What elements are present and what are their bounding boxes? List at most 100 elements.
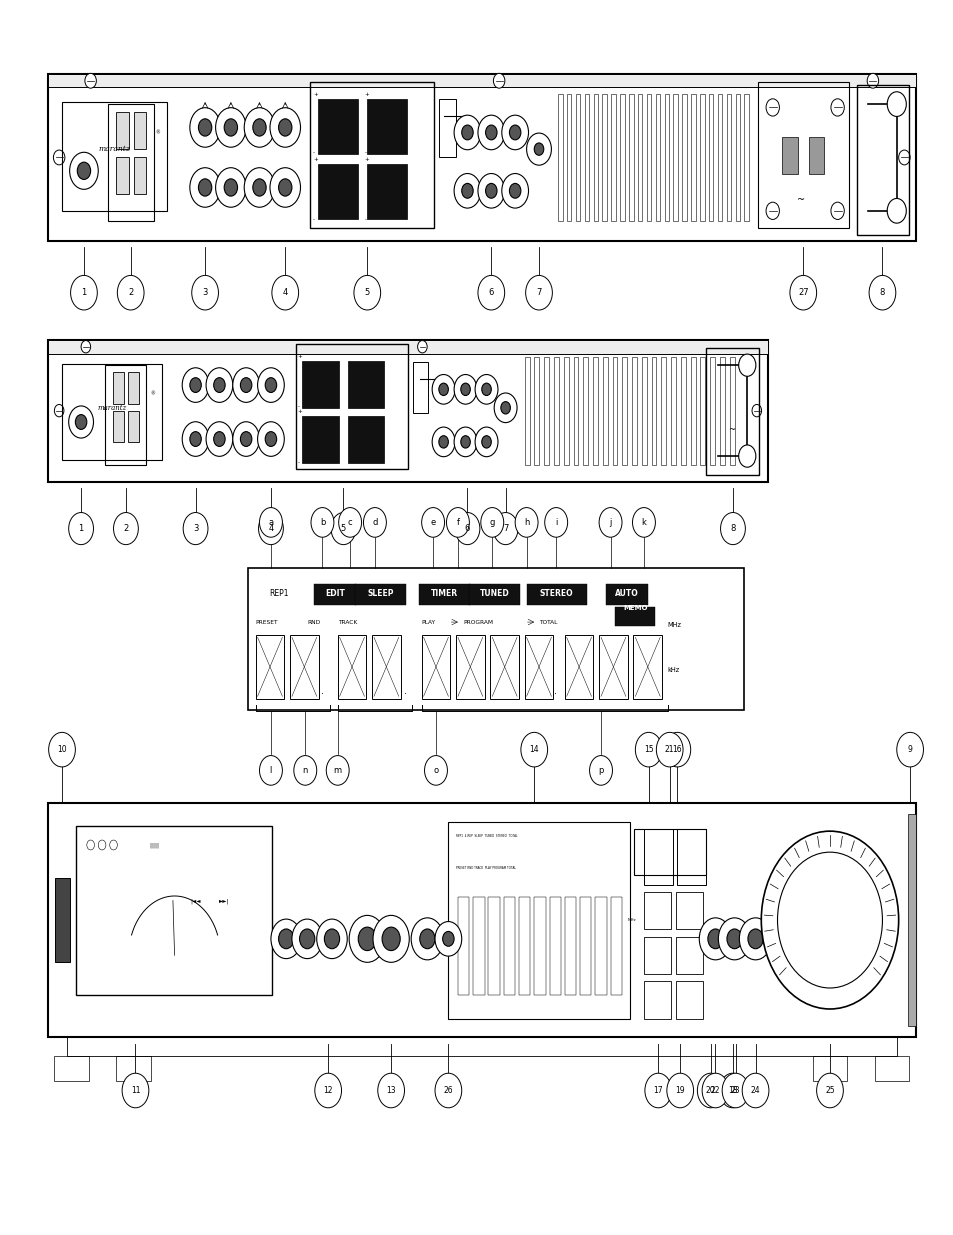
Text: REP1  4-REP  SLEEP  TUNED  STEREO  TOTAL: REP1 4-REP SLEEP TUNED STEREO TOTAL (456, 834, 517, 837)
Circle shape (190, 107, 220, 147)
Circle shape (477, 115, 504, 149)
Circle shape (363, 508, 386, 537)
Text: 2: 2 (128, 288, 133, 298)
Circle shape (265, 432, 276, 447)
Bar (128, 372, 139, 404)
Circle shape (411, 918, 443, 960)
Text: SLEEP: SLEEP (367, 589, 394, 598)
Text: l: l (270, 766, 272, 774)
Circle shape (182, 368, 209, 403)
Bar (717, 94, 721, 221)
Circle shape (721, 1073, 748, 1108)
Circle shape (117, 275, 144, 310)
Circle shape (738, 445, 755, 467)
Circle shape (438, 436, 448, 448)
Bar (700, 94, 703, 221)
Circle shape (460, 383, 470, 395)
Circle shape (739, 918, 771, 960)
Circle shape (454, 427, 476, 457)
Circle shape (635, 732, 661, 767)
Text: h: h (523, 517, 529, 527)
Bar (632, 357, 637, 464)
Circle shape (718, 918, 750, 960)
Bar (735, 94, 740, 221)
Text: +: + (297, 410, 302, 415)
Text: TIMER: TIMER (431, 589, 457, 598)
Bar (673, 94, 678, 221)
Circle shape (741, 1073, 768, 1108)
Text: 23: 23 (730, 1086, 740, 1095)
Text: 8: 8 (729, 524, 735, 534)
Circle shape (190, 378, 201, 393)
Text: b: b (319, 517, 325, 527)
Text: j: j (609, 517, 611, 527)
Text: 27: 27 (797, 288, 808, 298)
Bar (700, 357, 704, 464)
Text: |◄◄: |◄◄ (190, 899, 201, 904)
Text: TUNED: TUNED (479, 589, 509, 598)
Text: AUTO: AUTO (615, 589, 638, 598)
Text: .: . (554, 685, 557, 695)
Bar (503, 897, 515, 995)
Circle shape (182, 422, 209, 457)
Circle shape (534, 143, 543, 156)
Bar (337, 635, 366, 699)
Circle shape (292, 919, 322, 958)
Bar (473, 897, 484, 995)
Bar (67, 1037, 896, 1056)
Bar (367, 99, 407, 154)
Circle shape (509, 125, 520, 140)
Bar (564, 635, 593, 699)
Text: 3: 3 (202, 288, 208, 298)
Circle shape (270, 107, 300, 147)
Text: STEREO: STEREO (539, 589, 573, 598)
Bar (133, 157, 146, 194)
Bar (48, 74, 915, 88)
Text: 20: 20 (705, 1086, 715, 1095)
Circle shape (701, 1073, 728, 1108)
Text: PLAY: PLAY (421, 620, 436, 625)
Text: MEMO: MEMO (622, 605, 647, 611)
Circle shape (525, 275, 552, 310)
Text: p: p (598, 766, 603, 774)
Circle shape (485, 183, 497, 198)
Bar (655, 94, 659, 221)
Circle shape (324, 929, 339, 948)
Circle shape (644, 1073, 671, 1108)
Text: 14: 14 (529, 745, 538, 755)
Circle shape (481, 436, 491, 448)
Circle shape (707, 929, 722, 948)
Circle shape (438, 383, 448, 395)
Circle shape (253, 119, 266, 136)
Bar (705, 348, 758, 475)
Text: 16: 16 (672, 745, 681, 755)
Circle shape (477, 173, 504, 207)
Bar (660, 357, 665, 464)
Circle shape (271, 919, 301, 958)
Circle shape (87, 840, 94, 850)
Text: 10: 10 (57, 745, 67, 755)
Bar (619, 94, 624, 221)
Bar (907, 815, 915, 1025)
Circle shape (509, 183, 520, 198)
Circle shape (493, 513, 517, 545)
Circle shape (75, 415, 87, 430)
Circle shape (455, 513, 479, 545)
Bar (677, 829, 705, 884)
Circle shape (233, 368, 259, 403)
Text: 19: 19 (675, 1086, 684, 1095)
Text: -: - (313, 217, 314, 222)
Circle shape (446, 508, 469, 537)
Circle shape (213, 432, 225, 447)
Text: RND: RND (307, 620, 320, 625)
Text: kHz: kHz (667, 667, 679, 673)
Circle shape (198, 119, 212, 136)
Circle shape (475, 374, 497, 404)
Bar (317, 164, 357, 219)
Bar (720, 357, 724, 464)
Circle shape (544, 508, 567, 537)
Circle shape (830, 203, 843, 220)
Text: -: - (297, 404, 299, 409)
Text: a: a (268, 517, 274, 527)
Text: 17: 17 (653, 1086, 662, 1095)
